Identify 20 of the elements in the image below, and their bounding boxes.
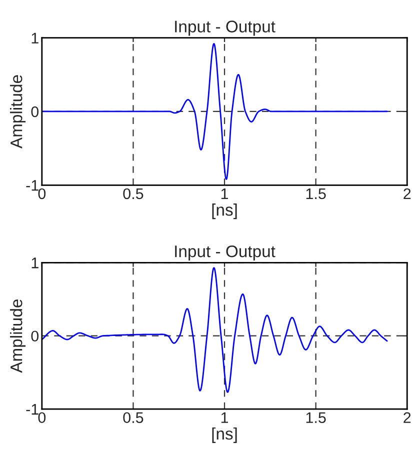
x-tick-label: 1 bbox=[221, 188, 228, 199]
y-tick-label: 1 bbox=[32, 258, 38, 268]
x-tick-label: 1 bbox=[221, 412, 228, 423]
y-axis-title: Amplitude bbox=[10, 75, 26, 149]
y-tick-label: -1 bbox=[26, 180, 38, 191]
x-tick-label: 1.5 bbox=[306, 412, 326, 424]
y-tick-label: -1 bbox=[26, 404, 38, 415]
x-tick-label: 2 bbox=[404, 412, 411, 423]
y-tick-label: 1 bbox=[32, 32, 38, 44]
y-axis-title: Amplitude bbox=[10, 300, 26, 373]
x-tick-label: 0.5 bbox=[123, 412, 144, 424]
x-axis-title: [ns] bbox=[212, 427, 237, 443]
x-tick-label: 1.5 bbox=[306, 188, 326, 200]
chart-title: Input - Output bbox=[175, 245, 276, 261]
x-tick-label: 0.5 bbox=[123, 188, 144, 200]
x-axis-title: [ns] bbox=[212, 204, 237, 220]
y-tick-label: 0 bbox=[31, 330, 39, 342]
chart-title: Input - Output bbox=[175, 20, 276, 36]
y-tick-label: 0 bbox=[31, 106, 39, 118]
x-tick-label: 2 bbox=[404, 188, 411, 199]
